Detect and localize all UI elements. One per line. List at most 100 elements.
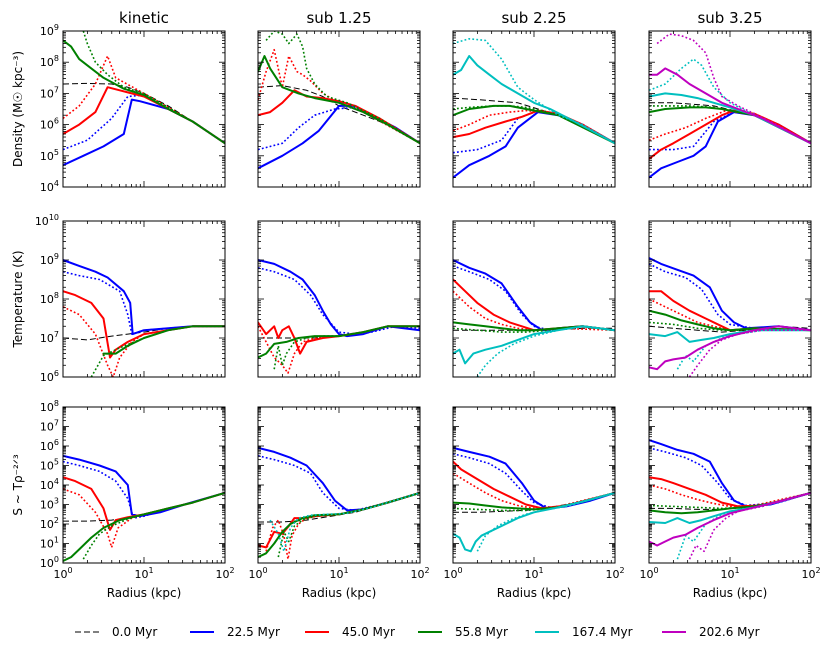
- column-title: sub 1.25: [306, 9, 371, 27]
- y-tick-label: 102: [40, 516, 59, 531]
- axes-frame: [257, 406, 421, 564]
- y-tick-label: 1010: [35, 213, 59, 228]
- legend-label: 0.0 Myr: [112, 625, 157, 639]
- y-tick-label: 106: [40, 438, 59, 453]
- x-tick-label: 102: [410, 566, 429, 581]
- y-tick-label: 107: [40, 85, 59, 100]
- x-tick-label: 102: [605, 566, 624, 581]
- x-tick-label: 101: [134, 566, 153, 581]
- panel-r2-c2: 100 101 102 Radius (kpc): [443, 406, 625, 600]
- panel-r0-c0: 104 105 106 107 108 109 kinetic: [40, 9, 226, 194]
- series-line-55-8-myr-dotted: [649, 321, 811, 331]
- axes-frame: [648, 406, 812, 564]
- x-tick-label: 100: [639, 566, 658, 581]
- series-line-22-5-myr-dotted: [258, 267, 420, 335]
- series-line-202-6-myr-solid: [649, 491, 811, 547]
- series-line-167-4-myr-dotted: [676, 492, 811, 560]
- y-tick-label: 107: [40, 330, 59, 345]
- x-tick-label: 101: [329, 566, 348, 581]
- y-tick-label: 106: [40, 369, 59, 384]
- axes-frame: [62, 406, 226, 564]
- series-line-167-4-myr-dotted: [476, 325, 615, 377]
- series-line-22-5-myr-solid: [453, 259, 615, 332]
- series-line-55-8-myr-dotted: [265, 31, 420, 144]
- series-line-55-8-myr-dotted: [277, 492, 420, 558]
- x-tick-label: 101: [720, 566, 739, 581]
- series-line-45-0-myr-dotted: [649, 298, 811, 331]
- x-axis-label: Radius (kpc): [693, 586, 768, 600]
- series-line-22-5-myr-dotted: [258, 455, 420, 512]
- series-line-45-0-myr-solid: [258, 89, 420, 145]
- series-line-55-8-myr-dotted: [453, 325, 615, 333]
- series-line-45-0-myr-dotted: [63, 55, 225, 144]
- column-title: sub 3.25: [697, 9, 762, 27]
- panel-r2-c1: 100 101 102 Radius (kpc): [248, 406, 430, 600]
- x-tick-label: 101: [524, 566, 543, 581]
- legend: 0.0 Myr 22.5 Myr 45.0 Myr 55.8 Myr 167.4 Myr…: [75, 625, 760, 639]
- series-line-22-5-myr-solid: [63, 98, 225, 167]
- legend-item: 167.4 Myr: [535, 625, 633, 639]
- series-line-45-0-myr-dotted: [63, 488, 225, 549]
- panel-r1-c1: [257, 220, 421, 378]
- y-tick-label: 105: [40, 458, 59, 473]
- legend-label: 202.6 Myr: [699, 625, 760, 639]
- series-line-55-8-myr-dotted: [82, 492, 225, 560]
- series-line-55-8-myr-solid: [63, 39, 225, 145]
- y-tick-label: 108: [40, 399, 59, 414]
- series-line-167-4-myr-solid: [649, 92, 811, 145]
- x-tick-label: 100: [248, 566, 267, 581]
- series-line-167-4-myr-dotted: [453, 38, 615, 144]
- series-line-22-5-myr-dotted: [453, 453, 615, 509]
- x-tick-label: 100: [443, 566, 462, 581]
- series-line-167-4-myr-solid: [453, 55, 615, 145]
- series-line-55-8-myr-dotted: [649, 492, 811, 510]
- series-line-55-8-myr-solid: [649, 309, 811, 332]
- y-tick-label: 104: [40, 179, 59, 194]
- series-line-202-6-myr-dotted: [656, 33, 811, 145]
- panel-r0-c2: sub 2.25: [452, 9, 616, 188]
- series-line-22-5-myr-solid: [649, 257, 811, 332]
- x-tick-label: 102: [801, 566, 820, 581]
- axes-frame: [648, 220, 812, 378]
- series-line-0-0-myr-dotted: [453, 97, 615, 144]
- series-line-45-0-myr-dotted: [63, 306, 225, 377]
- legend-item: 0.0 Myr: [75, 625, 157, 639]
- series-line-0-0-myr-dotted: [258, 85, 420, 144]
- series-line-22-5-myr-dotted: [649, 263, 811, 331]
- series-line-45-0-myr-dotted: [649, 484, 811, 508]
- column-title: kinetic: [119, 9, 169, 27]
- y-axis-label: S ~ Tρ⁻²ᐟ³: [11, 454, 25, 515]
- series-line-45-0-myr-dotted: [453, 109, 615, 145]
- panel-r0-c3: sub 3.25: [648, 9, 812, 188]
- series-line-0-0-myr-dotted: [63, 82, 225, 144]
- legend-item: 22.5 Myr: [190, 625, 280, 639]
- series-line-55-8-myr-solid: [258, 491, 420, 559]
- legend-item: 202.6 Myr: [662, 625, 760, 639]
- y-tick-label: 108: [40, 54, 59, 69]
- series-line-22-5-myr-dotted: [63, 460, 225, 519]
- axes-frame: [62, 220, 226, 378]
- panel-r0-c1: sub 1.25: [257, 9, 421, 188]
- series-line-167-4-myr-dotted: [476, 492, 615, 552]
- x-tick-label: 102: [215, 566, 234, 581]
- y-tick-label: 103: [40, 497, 59, 512]
- series-line-167-4-myr-dotted: [649, 58, 811, 145]
- series-line-167-4-myr-dotted: [269, 492, 420, 553]
- legend-item: 55.8 Myr: [418, 625, 508, 639]
- y-tick-label: 105: [40, 148, 59, 163]
- series-line-55-8-myr-dotted: [82, 31, 225, 144]
- y-tick-label: 107: [40, 419, 59, 434]
- panel-r2-c3: 100 101 102 Radius (kpc): [639, 406, 821, 600]
- column-title: sub 2.25: [501, 9, 566, 27]
- series-line-55-8-myr-dotted: [90, 325, 225, 377]
- series-line-55-8-myr-dotted: [273, 325, 420, 370]
- legend-label: 167.4 Myr: [572, 625, 633, 639]
- series-line-22-5-myr-solid: [649, 439, 811, 508]
- legend-label: 45.0 Myr: [342, 625, 395, 639]
- series-line-202-6-myr-solid: [649, 67, 811, 145]
- series-line-22-5-myr-dotted: [63, 270, 225, 335]
- series-line-45-0-myr-solid: [63, 290, 225, 359]
- y-axis-label: Temperature (K): [11, 250, 25, 348]
- panel-r1-c2: [452, 220, 616, 378]
